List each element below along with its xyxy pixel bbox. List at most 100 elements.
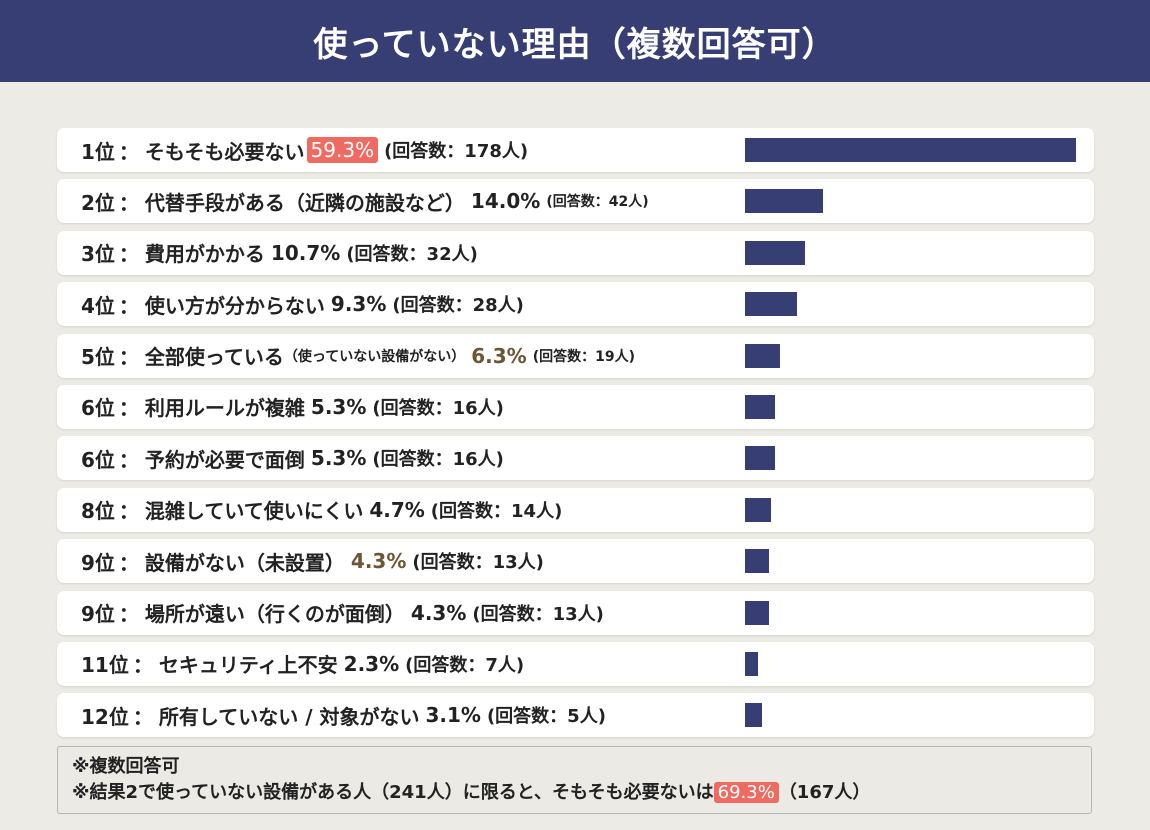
respondent-count: (回答数：7人) [405, 654, 525, 676]
reason-label: 予約が必要で面倒 [144, 447, 305, 472]
reason-label: 所有していない / 対象がない [158, 704, 420, 729]
rank-separator: ： [118, 602, 139, 627]
percent-value: 4.3% [350, 549, 407, 574]
bar [745, 549, 769, 574]
footnote-box: ※複数回答可 ※結果2で使っていない設備がある人（241人）に限ると、そもそも必… [57, 746, 1092, 814]
reason-label: 利用ルールが複雑 [144, 396, 305, 421]
percent-value: 4.3% [410, 600, 467, 625]
reason-label: 全部使っている [144, 345, 284, 370]
respondent-count: (回答数：13人) [472, 603, 604, 625]
rank-separator: ： [132, 653, 153, 678]
rank-label: 9位 [81, 550, 115, 575]
respondent-count: (回答数：178人) [384, 141, 529, 162]
bar [745, 240, 805, 265]
bar [745, 343, 781, 368]
percent-value: 9.3% [330, 292, 387, 317]
rank-label: 12位 [81, 704, 129, 729]
percent-value: 3.1% [425, 703, 481, 728]
reason-label: 費用がかかる [144, 242, 265, 267]
respondent-count: (回答数：13人) [412, 552, 544, 574]
respondent-count: (回答数：5人) [486, 706, 606, 728]
rank-label: 4位 [81, 293, 115, 318]
bar-row: 8位：混雑していて使いにくい 4.7% (回答数：14人) [57, 487, 1094, 532]
respondent-count: (回答数：42人) [546, 194, 649, 211]
rank-separator: ： [132, 704, 153, 729]
percent-value: 10.7% [270, 240, 341, 265]
bar [745, 138, 1076, 162]
reason-label: 場所が遠い（行くのが面倒） [144, 602, 405, 627]
respondent-count: (回答数：28人) [392, 295, 524, 317]
reason-label: 代替手段がある（近隣の施設など） [144, 190, 465, 215]
bar [745, 189, 824, 214]
row-label: 6位：利用ルールが複雑 5.3% (回答数：16人) [81, 385, 741, 429]
footnote-line-2-text: ※結果2で使っていない設備がある人（241人）に限ると、そもそも必要ないは [72, 782, 714, 803]
rank-label: 8位 [81, 499, 115, 524]
row-label: 8位：混雑していて使いにくい 4.7% (回答数：14人) [81, 488, 741, 532]
bar [745, 497, 772, 522]
bar-row: 11位：セキュリティ上不安 2.3% (回答数：7人) [57, 641, 1094, 686]
rank-separator: ： [118, 499, 139, 524]
respondent-count: (回答数：16人) [372, 449, 504, 471]
rank-label: 6位 [81, 447, 115, 472]
rank-label: 3位 [81, 242, 115, 267]
bar-row: 6位：利用ルールが複雑 5.3% (回答数：16人) [57, 384, 1094, 429]
percent-value: 6.3% [471, 343, 527, 368]
bar [745, 600, 769, 625]
bar-row: 6位：予約が必要で面倒 5.3% (回答数：16人) [57, 436, 1094, 481]
respondent-count: (回答数：16人) [372, 397, 504, 419]
percent-value: 5.3% [310, 446, 367, 471]
reason-label: 使い方が分からない [144, 293, 325, 318]
header-banner: 使っていない理由（複数回答可） [0, 0, 1150, 82]
bar-row: 3位：費用がかかる 10.7% (回答数：32人) [57, 230, 1094, 275]
respondent-count: (回答数：19人) [532, 348, 635, 365]
rank-separator: ： [118, 345, 139, 370]
rank-label: 6位 [81, 396, 115, 421]
footnote-line-2: ※結果2で使っていない設備がある人（241人）に限ると、そもそも必要ないは 69.… [72, 780, 1077, 806]
reason-label: そもそも必要ない [144, 139, 305, 164]
chart-title: 使っていない理由（複数回答可） [313, 24, 837, 65]
bar-row: 2位：代替手段がある（近隣の施設など） 14.0% (回答数：42人) [57, 179, 1094, 224]
reason-note: （使っていない設備がない） [283, 348, 466, 365]
rank-separator: ： [118, 242, 139, 267]
rank-label: 9位 [81, 602, 115, 627]
bar [745, 703, 763, 728]
respondent-count: (回答数：14人) [430, 500, 563, 522]
bar-row: 1位：そもそも必要ない 59.3% (回答数：178人) [57, 128, 1094, 172]
bar-row: 5位：全部使っている （使っていない設備がない） 6.3% (回答数：19人) [57, 333, 1094, 378]
rank-separator: ： [118, 396, 139, 421]
row-label: 1位：そもそも必要ない 59.3% (回答数：178人) [81, 128, 741, 172]
footnote-line-1: ※複数回答可 [72, 756, 180, 777]
bar [745, 394, 775, 419]
bar-row: 9位：場所が遠い（行くのが面倒） 4.3% (回答数：13人) [57, 590, 1094, 635]
percent-value: 2.3% [343, 651, 400, 676]
rank-separator: ： [118, 550, 139, 575]
rank-label: 1位 [81, 139, 115, 164]
row-label: 11位：セキュリティ上不安 2.3% (回答数：7人) [81, 642, 741, 686]
rank-separator: ： [118, 139, 139, 164]
row-label: 4位：使い方が分からない 9.3% (回答数：28人) [81, 282, 741, 326]
rank-label: 5位 [81, 345, 115, 370]
bar-row: 12位：所有していない / 対象がない 3.1% (回答数：5人) [57, 693, 1094, 738]
percent-value: 5.3% [310, 394, 367, 419]
row-label: 9位：場所が遠い（行くのが面倒） 4.3% (回答数：13人) [81, 591, 741, 635]
reason-label: 混雑していて使いにくい [144, 499, 364, 524]
rank-separator: ： [118, 293, 139, 318]
rank-separator: ： [118, 190, 139, 215]
row-label: 2位：代替手段がある（近隣の施設など） 14.0% (回答数：42人) [81, 179, 741, 223]
row-label: 6位：予約が必要で面倒 5.3% (回答数：16人) [81, 436, 741, 480]
row-label: 12位：所有していない / 対象がない 3.1% (回答数：5人) [81, 693, 741, 737]
percent-value: 14.0% [470, 189, 541, 214]
bar [745, 292, 797, 317]
percent-value: 59.3% [306, 137, 379, 163]
percent-value: 4.7% [369, 497, 425, 522]
row-label: 5位：全部使っている （使っていない設備がない） 6.3% (回答数：19人) [81, 334, 741, 378]
ranking-chart: 1位：そもそも必要ない 59.3% (回答数：178人) 2位：代替手段がある（近隣の… [57, 128, 1094, 745]
row-label: 9位：設備がない（未設置） 4.3% (回答数：13人) [81, 539, 741, 583]
rank-label: 2位 [81, 190, 115, 215]
bar [745, 651, 758, 676]
footnote-highlight-value: 69.3% [713, 782, 779, 803]
rank-separator: ： [118, 447, 139, 472]
rank-label: 11位 [81, 653, 129, 678]
reason-label: 設備がない（未設置） [144, 550, 345, 575]
row-label: 3位：費用がかかる 10.7% (回答数：32人) [81, 231, 741, 275]
